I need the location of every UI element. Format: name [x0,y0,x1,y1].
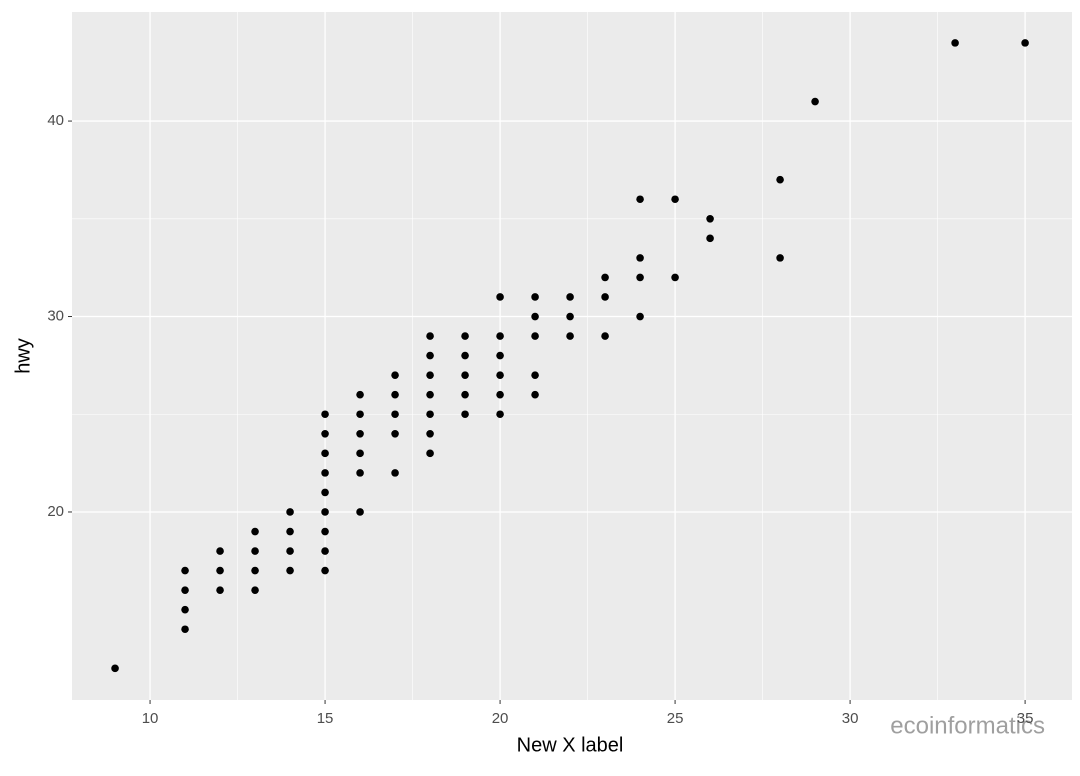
point [286,527,294,536]
point [811,97,819,106]
point [706,234,714,243]
point [531,312,539,321]
point [216,547,224,555]
point [706,214,714,223]
panel [72,12,1072,700]
point [496,390,504,399]
point [601,273,609,282]
point [181,586,189,594]
point [566,293,574,301]
point [356,390,364,399]
point [391,469,399,477]
point [216,566,224,575]
point [321,449,329,458]
x-tick-label: 10 [142,710,159,727]
point [1021,39,1029,47]
point [951,39,959,47]
point [776,175,784,184]
point [321,410,329,419]
point [321,508,329,516]
point [356,429,364,438]
point [391,390,399,399]
point [496,410,504,419]
point [636,254,644,262]
y-tick-label: 20 [47,503,64,520]
point [181,625,189,634]
point [426,410,434,419]
point [251,566,259,575]
point [566,332,574,340]
point [461,371,469,379]
point [321,469,329,477]
point [111,664,119,673]
point [251,547,259,555]
point [321,429,329,438]
point [426,332,434,340]
point [636,273,644,282]
point [321,566,329,575]
point [566,312,574,321]
point [461,351,469,360]
point [321,488,329,497]
x-tick-label: 30 [842,710,859,727]
point [391,410,399,419]
point [286,547,294,555]
point [636,312,644,321]
point [286,508,294,516]
point [321,527,329,536]
point [426,390,434,399]
y-tick-label: 40 [47,112,64,129]
point [321,547,329,555]
x-tick-label: 35 [1017,710,1034,727]
point [776,254,784,262]
x-tick-label: 25 [667,710,684,727]
point [461,410,469,419]
point [356,469,364,477]
point [496,293,504,301]
point [671,195,679,204]
point [636,195,644,204]
point [426,449,434,458]
point [181,566,189,575]
point [461,332,469,340]
point [496,332,504,340]
point [531,293,539,301]
point [426,371,434,379]
point [531,371,539,379]
point [391,371,399,379]
point [601,293,609,301]
point [496,371,504,379]
point [391,429,399,438]
point [531,390,539,399]
point [251,586,259,594]
point [601,332,609,340]
y-tick-label: 30 [47,307,64,324]
point [356,449,364,458]
point [286,566,294,575]
y-axis-label: hwy [12,338,34,374]
point [426,429,434,438]
x-tick-label: 20 [492,710,509,727]
point [496,351,504,360]
point [461,390,469,399]
x-axis-label: New X label [517,734,624,756]
point [426,351,434,360]
point [356,410,364,419]
point [216,586,224,594]
watermark: ecoinformatics [890,712,1045,739]
point [251,527,259,536]
x-tick-label: 15 [317,710,334,727]
point [671,273,679,282]
point [181,605,189,614]
point [356,508,364,516]
point [531,332,539,340]
